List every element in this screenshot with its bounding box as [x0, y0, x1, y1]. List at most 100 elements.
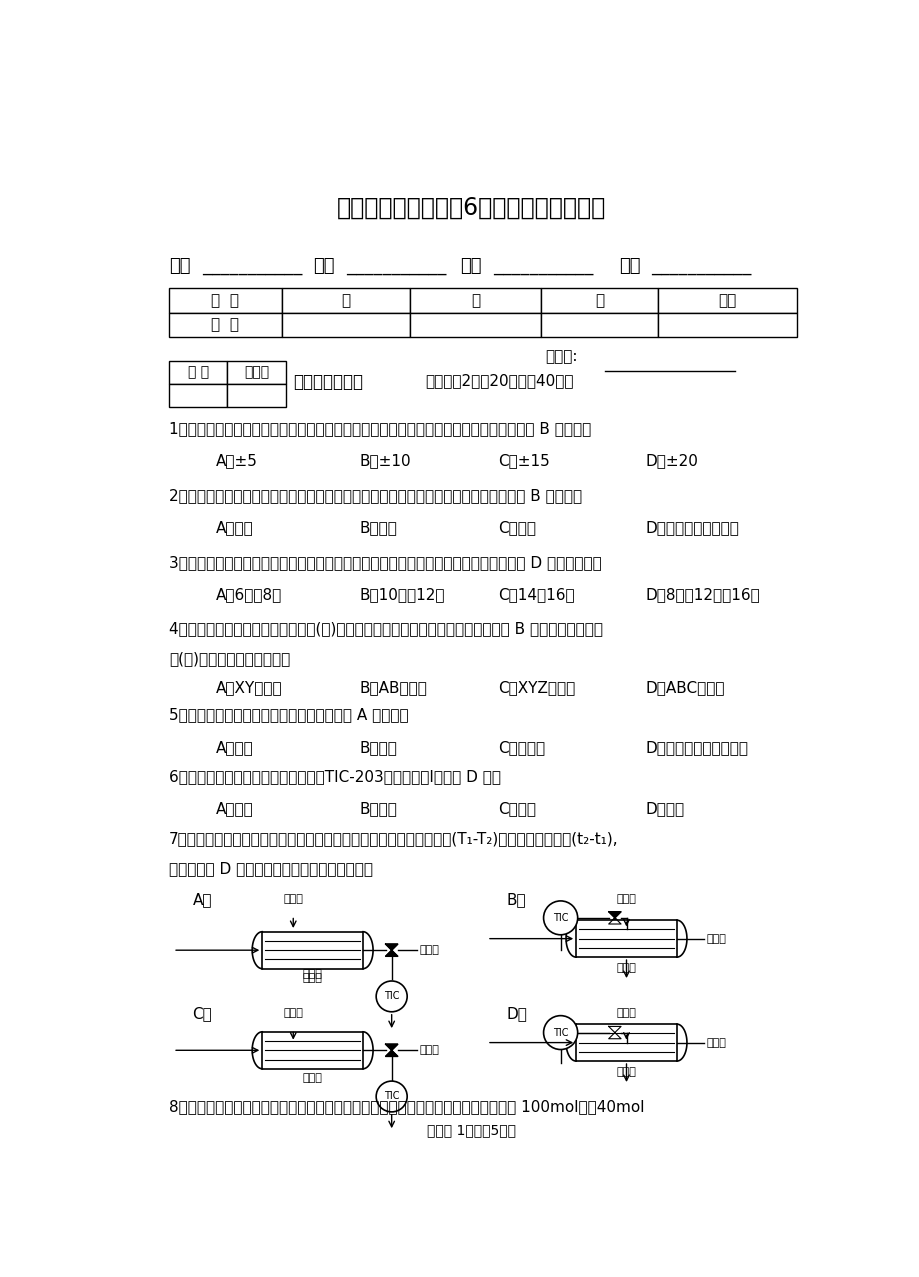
Text: D、ABC坐标系: D、ABC坐标系: [645, 679, 724, 695]
Text: 得  分: 得 分: [211, 318, 239, 332]
Text: C、14或16个: C、14或16个: [498, 587, 574, 603]
Text: 二: 二: [471, 292, 480, 308]
Bar: [262, 932, 363, 969]
Text: TIC: TIC: [383, 1092, 399, 1102]
Bar: [169, 289, 281, 313]
Text: B、乙方: B、乙方: [358, 521, 397, 535]
Text: A、±5: A、±5: [216, 453, 257, 469]
Text: TIC: TIC: [552, 913, 568, 923]
Text: 热流体: 热流体: [283, 894, 303, 904]
Circle shape: [543, 1015, 577, 1050]
Text: 换热器: 换热器: [616, 963, 636, 973]
Text: 题  号: 题 号: [211, 292, 239, 308]
Text: 热流体: 热流体: [616, 1008, 636, 1018]
Text: A、甲方: A、甲方: [216, 521, 254, 535]
Bar: [169, 361, 227, 384]
Text: 姓名: 姓名: [618, 257, 640, 275]
Text: ___________: ___________: [493, 257, 593, 275]
Text: B、10个或12个: B、10个或12个: [358, 587, 444, 603]
Text: 4、在总平面布置中，为准确标定建(构)筑物的位置，可采用不同的坐标系，其中（ B ）的坐标轴与主要: 4、在总平面布置中，为准确标定建(构)筑物的位置，可采用不同的坐标系，其中（ B…: [169, 622, 603, 636]
Text: A、XY坐标系: A、XY坐标系: [216, 679, 282, 695]
Bar: [281, 313, 409, 337]
Text: 5、在设计工艺流程框图时，单元反应常用（ A ）表示。: 5、在设计工艺流程框图时，单元反应常用（ A ）表示。: [169, 707, 408, 723]
Text: 总分: 总分: [718, 292, 735, 308]
Bar: [575, 1024, 676, 1061]
Bar: [169, 384, 227, 407]
Text: 评卷人: 评卷人: [244, 365, 268, 379]
Text: D、圆框或方框或棱形框: D、圆框或方框或棱形框: [645, 739, 748, 755]
Text: B、±10: B、±10: [358, 453, 410, 469]
Text: 学号: 学号: [460, 257, 481, 275]
Bar: [227, 384, 285, 407]
Text: B、: B、: [505, 893, 526, 908]
Text: 得 分: 得 分: [187, 365, 209, 379]
Bar: [540, 313, 657, 337]
Text: ___________: ___________: [201, 257, 301, 275]
Bar: [227, 361, 285, 384]
Text: 则宜采用（ D ）方案来控制热流体的出口温度。: 则宜采用（ D ）方案来控制热流体的出口温度。: [169, 862, 373, 876]
Polygon shape: [608, 1027, 620, 1038]
Text: 换热器: 换热器: [302, 969, 323, 979]
Text: ___________: ___________: [651, 257, 751, 275]
Text: 6、在工艺流程图中，某仪表的位号为TIC-203，其中字母I表示（ D ）。: 6、在工艺流程图中，某仪表的位号为TIC-203，其中字母I表示（ D ）。: [169, 769, 501, 784]
Text: 2、项目建设单位与设计单位签定项目合同时，设计单位除用具体名称表示外，还常用（ B ）表示。: 2、项目建设单位与设计单位签定项目合同时，设计单位除用具体名称表示外，还常用（ …: [169, 488, 582, 503]
Text: C、±15: C、±15: [498, 453, 550, 469]
Text: D、指示: D、指示: [645, 802, 685, 816]
Text: 试题第 1页（共5页）: 试题第 1页（共5页）: [426, 1124, 516, 1138]
Bar: [281, 289, 409, 313]
Polygon shape: [608, 912, 620, 925]
Text: TIC: TIC: [552, 1028, 568, 1038]
Text: C、记录: C、记录: [498, 802, 536, 816]
Text: 换热器: 换热器: [616, 1068, 636, 1078]
Bar: [575, 921, 676, 958]
Text: C、棱形框: C、棱形框: [498, 739, 545, 755]
Text: 冷流体: 冷流体: [706, 933, 725, 944]
Text: A、6个或8个: A、6个或8个: [216, 587, 282, 603]
Text: D、8个、12个或16个: D、8个、12个或16个: [645, 587, 760, 603]
Text: 换热器: 换热器: [302, 973, 323, 983]
Text: D、甲方或乙方或丙方: D、甲方或乙方或丙方: [645, 521, 739, 535]
Bar: [657, 289, 796, 313]
Text: （每小题2分，20题，共40分）: （每小题2分，20题，共40分）: [425, 373, 573, 388]
Text: 三: 三: [595, 292, 603, 308]
Text: 热流体: 热流体: [616, 894, 636, 904]
Text: D、: D、: [505, 1006, 527, 1022]
Text: TIC: TIC: [383, 991, 399, 1001]
Text: 8、用苯氯化制备一氯苯时，为减少副产二氯苯的生成量，应控制氯的消耗量。已知每 100mol苯与40mol: 8、用苯氯化制备一氯苯时，为减少副产二氯苯的生成量，应控制氯的消耗量。已知每 1…: [169, 1098, 644, 1114]
Text: B、方框: B、方框: [358, 739, 397, 755]
Circle shape: [543, 900, 577, 935]
Text: 换热器: 换热器: [302, 1074, 323, 1083]
Text: A、圆框: A、圆框: [216, 739, 254, 755]
Text: 制药工程学模拟试卷6试卷答案及评分标准: 制药工程学模拟试卷6试卷答案及评分标准: [336, 195, 606, 220]
Text: A、电流: A、电流: [216, 802, 254, 816]
Text: 1、可行性研究是工程项目投资决策的基础，其研究报告提出的投资估算的偏差范围应在（ B ）以内。: 1、可行性研究是工程项目投资决策的基础，其研究报告提出的投资估算的偏差范围应在（…: [169, 421, 591, 437]
Text: ___________: ___________: [346, 257, 446, 275]
Text: C、: C、: [192, 1006, 212, 1022]
Text: 热流体: 热流体: [283, 1008, 303, 1018]
Text: 冷流体: 冷流体: [419, 1046, 439, 1055]
Text: 一、单项选择题: 一、单项选择题: [293, 373, 363, 391]
Bar: [169, 313, 281, 337]
Bar: [657, 313, 796, 337]
Bar: [540, 289, 657, 313]
Polygon shape: [385, 944, 397, 956]
Text: C、XYZ坐标系: C、XYZ坐标系: [498, 679, 575, 695]
Text: B、AB坐标系: B、AB坐标系: [358, 679, 426, 695]
Text: 冷流体: 冷流体: [419, 945, 439, 955]
Bar: [409, 289, 540, 313]
Text: 核分人:: 核分人:: [545, 350, 577, 365]
Text: 7、对于列管式换热器，若冷、热工艺流体均无相变，且热流体的温降(T₁-T₂)大于冷流体的温升(t₂-t₁),: 7、对于列管式换热器，若冷、热工艺流体均无相变，且热流体的温降(T₁-T₂)大于…: [169, 831, 618, 845]
Text: A、: A、: [192, 893, 211, 908]
Bar: [409, 313, 540, 337]
Circle shape: [376, 981, 407, 1011]
Polygon shape: [385, 1045, 397, 1056]
Text: 3、风玫瑰图表示一个地区的风向和风向频率，在直角坐标系中绘制，其中风向可采用（ D ）方位表示。: 3、风玫瑰图表示一个地区的风向和风向频率，在直角坐标系中绘制，其中风向可采用（ …: [169, 555, 601, 570]
Circle shape: [376, 1082, 407, 1112]
Text: B、报警: B、报警: [358, 802, 397, 816]
Text: D、±20: D、±20: [645, 453, 698, 469]
Text: 专业: 专业: [169, 257, 190, 275]
Text: 班级: 班级: [312, 257, 334, 275]
Bar: [262, 1032, 363, 1069]
Text: C、丙方: C、丙方: [498, 521, 536, 535]
Text: 一: 一: [341, 292, 350, 308]
